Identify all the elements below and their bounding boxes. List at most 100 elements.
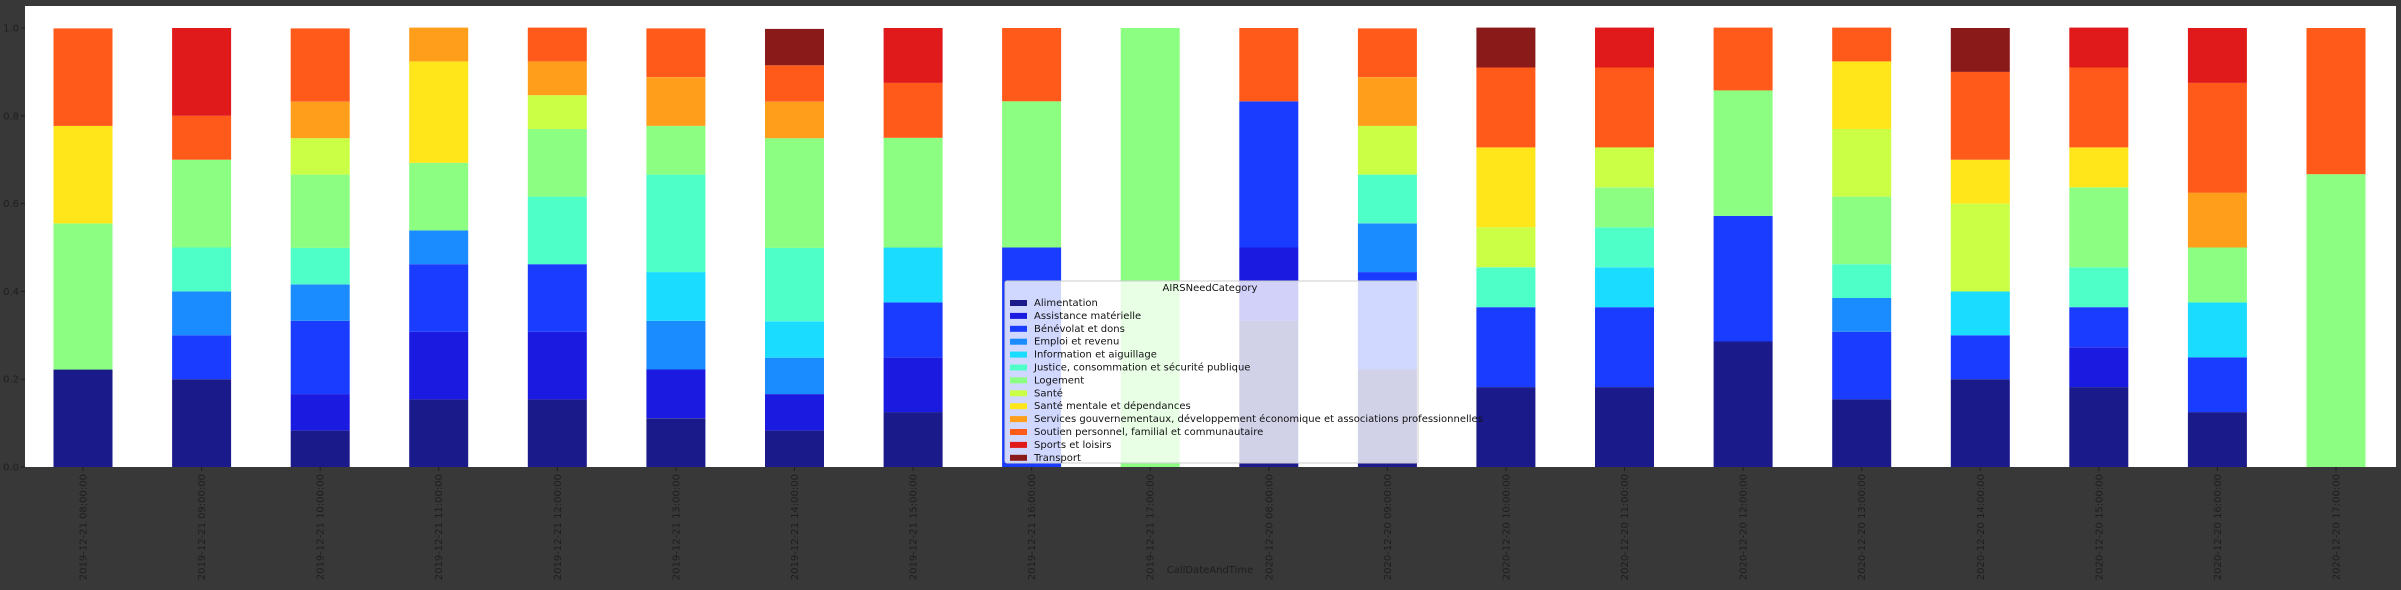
bar-segment <box>2187 247 2247 303</box>
legend: AIRSNeedCategory AlimentationAssistance … <box>1004 280 1483 464</box>
bar-segment <box>2187 192 2247 248</box>
bar-segment <box>1595 307 1654 388</box>
bar-segment <box>1595 267 1654 308</box>
bar-segment <box>646 369 706 419</box>
bar-segment <box>527 129 587 197</box>
bar-segment <box>172 28 232 116</box>
bar-segment <box>1832 27 1892 62</box>
bar-segment <box>765 430 824 467</box>
x-tick-label: 2020-12-20 14:00:00 <box>1976 474 1987 580</box>
bar-segment <box>527 399 587 467</box>
bar-segment <box>1832 298 1892 332</box>
legend-swatch <box>1010 351 1027 358</box>
bar-segment <box>646 28 706 78</box>
bar-segment <box>1239 101 1299 248</box>
legend-swatch <box>1010 364 1027 371</box>
legend-swatch <box>1010 403 1027 410</box>
bar-segment <box>1832 399 1892 467</box>
bar-segment <box>646 125 706 175</box>
legend-swatch <box>1010 454 1027 461</box>
x-tick-label: 2019-12-21 12:00:00 <box>553 474 564 580</box>
bar-segment <box>1832 196 1892 265</box>
bar-segment <box>1595 147 1654 188</box>
bar-segment <box>1476 27 1536 68</box>
bar-segment <box>1357 223 1417 273</box>
bar-segment <box>1832 264 1892 298</box>
bar-segment <box>53 223 113 370</box>
bar-segment <box>1950 159 2010 204</box>
bar-segment <box>883 82 943 138</box>
bar-segment <box>409 27 469 62</box>
bar-segment <box>1595 27 1654 68</box>
y-tick-label: 0.2 <box>3 375 19 386</box>
bar-segment <box>172 159 232 248</box>
bar-segment <box>1595 227 1654 268</box>
bar-segment <box>1357 77 1417 126</box>
bar-segment <box>172 335 232 380</box>
legend-box <box>1004 280 1419 464</box>
y-tick-label: 0.4 <box>3 287 19 298</box>
bar-segment <box>172 379 232 467</box>
bar-segment <box>1595 387 1654 467</box>
legend-swatch <box>1010 300 1027 306</box>
legend-swatch <box>1010 441 1027 448</box>
legend-label: Assistance matérielle <box>1034 310 1141 322</box>
bar-segment <box>883 412 943 467</box>
bar-segment <box>1357 125 1417 175</box>
bar-segment <box>883 247 943 303</box>
y-tick-label: 1.0 <box>3 24 19 35</box>
bar-segment <box>1950 335 2010 380</box>
legend-label: Emploi et revenu <box>1034 337 1119 348</box>
legend-label: Soutien personnel, familial et communaut… <box>1034 427 1263 438</box>
x-tick-label: 2020-12-20 17:00:00 <box>2332 474 2343 580</box>
bar-segment <box>527 264 587 332</box>
bar-segment <box>1713 215 1773 342</box>
bar-segment <box>527 61 587 96</box>
legend-swatch <box>1010 338 1027 345</box>
bar-segment <box>2069 147 2129 188</box>
x-tick-label: 2019-12-21 10:00:00 <box>316 474 327 580</box>
y-tick-label: 0.0 <box>3 463 19 474</box>
bar-segment <box>765 138 824 248</box>
legend-label: Justice, consommation et sécurité publiq… <box>1033 362 1250 374</box>
bar-segment <box>646 272 706 321</box>
bar-segment <box>2069 187 2129 268</box>
legend-swatch <box>1010 390 1027 397</box>
bar-segment <box>290 320 350 395</box>
bar-segment <box>646 320 706 370</box>
bar-segment <box>765 28 824 66</box>
bar-segment <box>1357 28 1417 78</box>
x-tick-label: 2020-12-20 12:00:00 <box>1739 474 1750 580</box>
legend-label: Santé <box>1034 387 1063 399</box>
bar-segment <box>409 162 469 231</box>
bar-segment <box>883 28 943 83</box>
bar-segment <box>1950 291 2010 336</box>
bar-segment <box>1713 341 1773 467</box>
bar-segment <box>53 369 113 467</box>
bar-segment <box>1595 67 1654 148</box>
bar-segment <box>2069 67 2129 148</box>
x-tick-label: 2020-12-20 16:00:00 <box>2213 474 2224 580</box>
bar-segment <box>1476 67 1536 148</box>
legend-label: Logement <box>1034 375 1084 386</box>
bar-segment <box>409 264 469 332</box>
bar-segment <box>527 331 587 400</box>
legend-label: Bénévolat et dons <box>1034 323 1125 335</box>
x-axis-label: CallDateAndTime <box>1167 565 1254 576</box>
bar-segment <box>290 284 350 321</box>
bar-segment <box>2069 347 2129 388</box>
bar-segment <box>1832 61 1892 129</box>
x-tick-label: 2020-12-20 09:00:00 <box>1383 474 1394 580</box>
bar-segment <box>2187 82 2247 193</box>
x-axis: 2019-12-21 08:00:00 2019-12-21 09:00:00 20… <box>79 467 2343 580</box>
bar-segment <box>646 77 706 126</box>
bar-segment <box>172 247 232 292</box>
bar-segment <box>765 65 824 102</box>
bar-segment <box>527 27 587 62</box>
bar-segment <box>527 196 587 265</box>
x-tick-label: 2019-12-21 08:00:00 <box>79 474 90 580</box>
bar-segment <box>2306 174 2366 467</box>
legend-swatch <box>1010 377 1027 384</box>
bar-segment <box>765 394 824 431</box>
